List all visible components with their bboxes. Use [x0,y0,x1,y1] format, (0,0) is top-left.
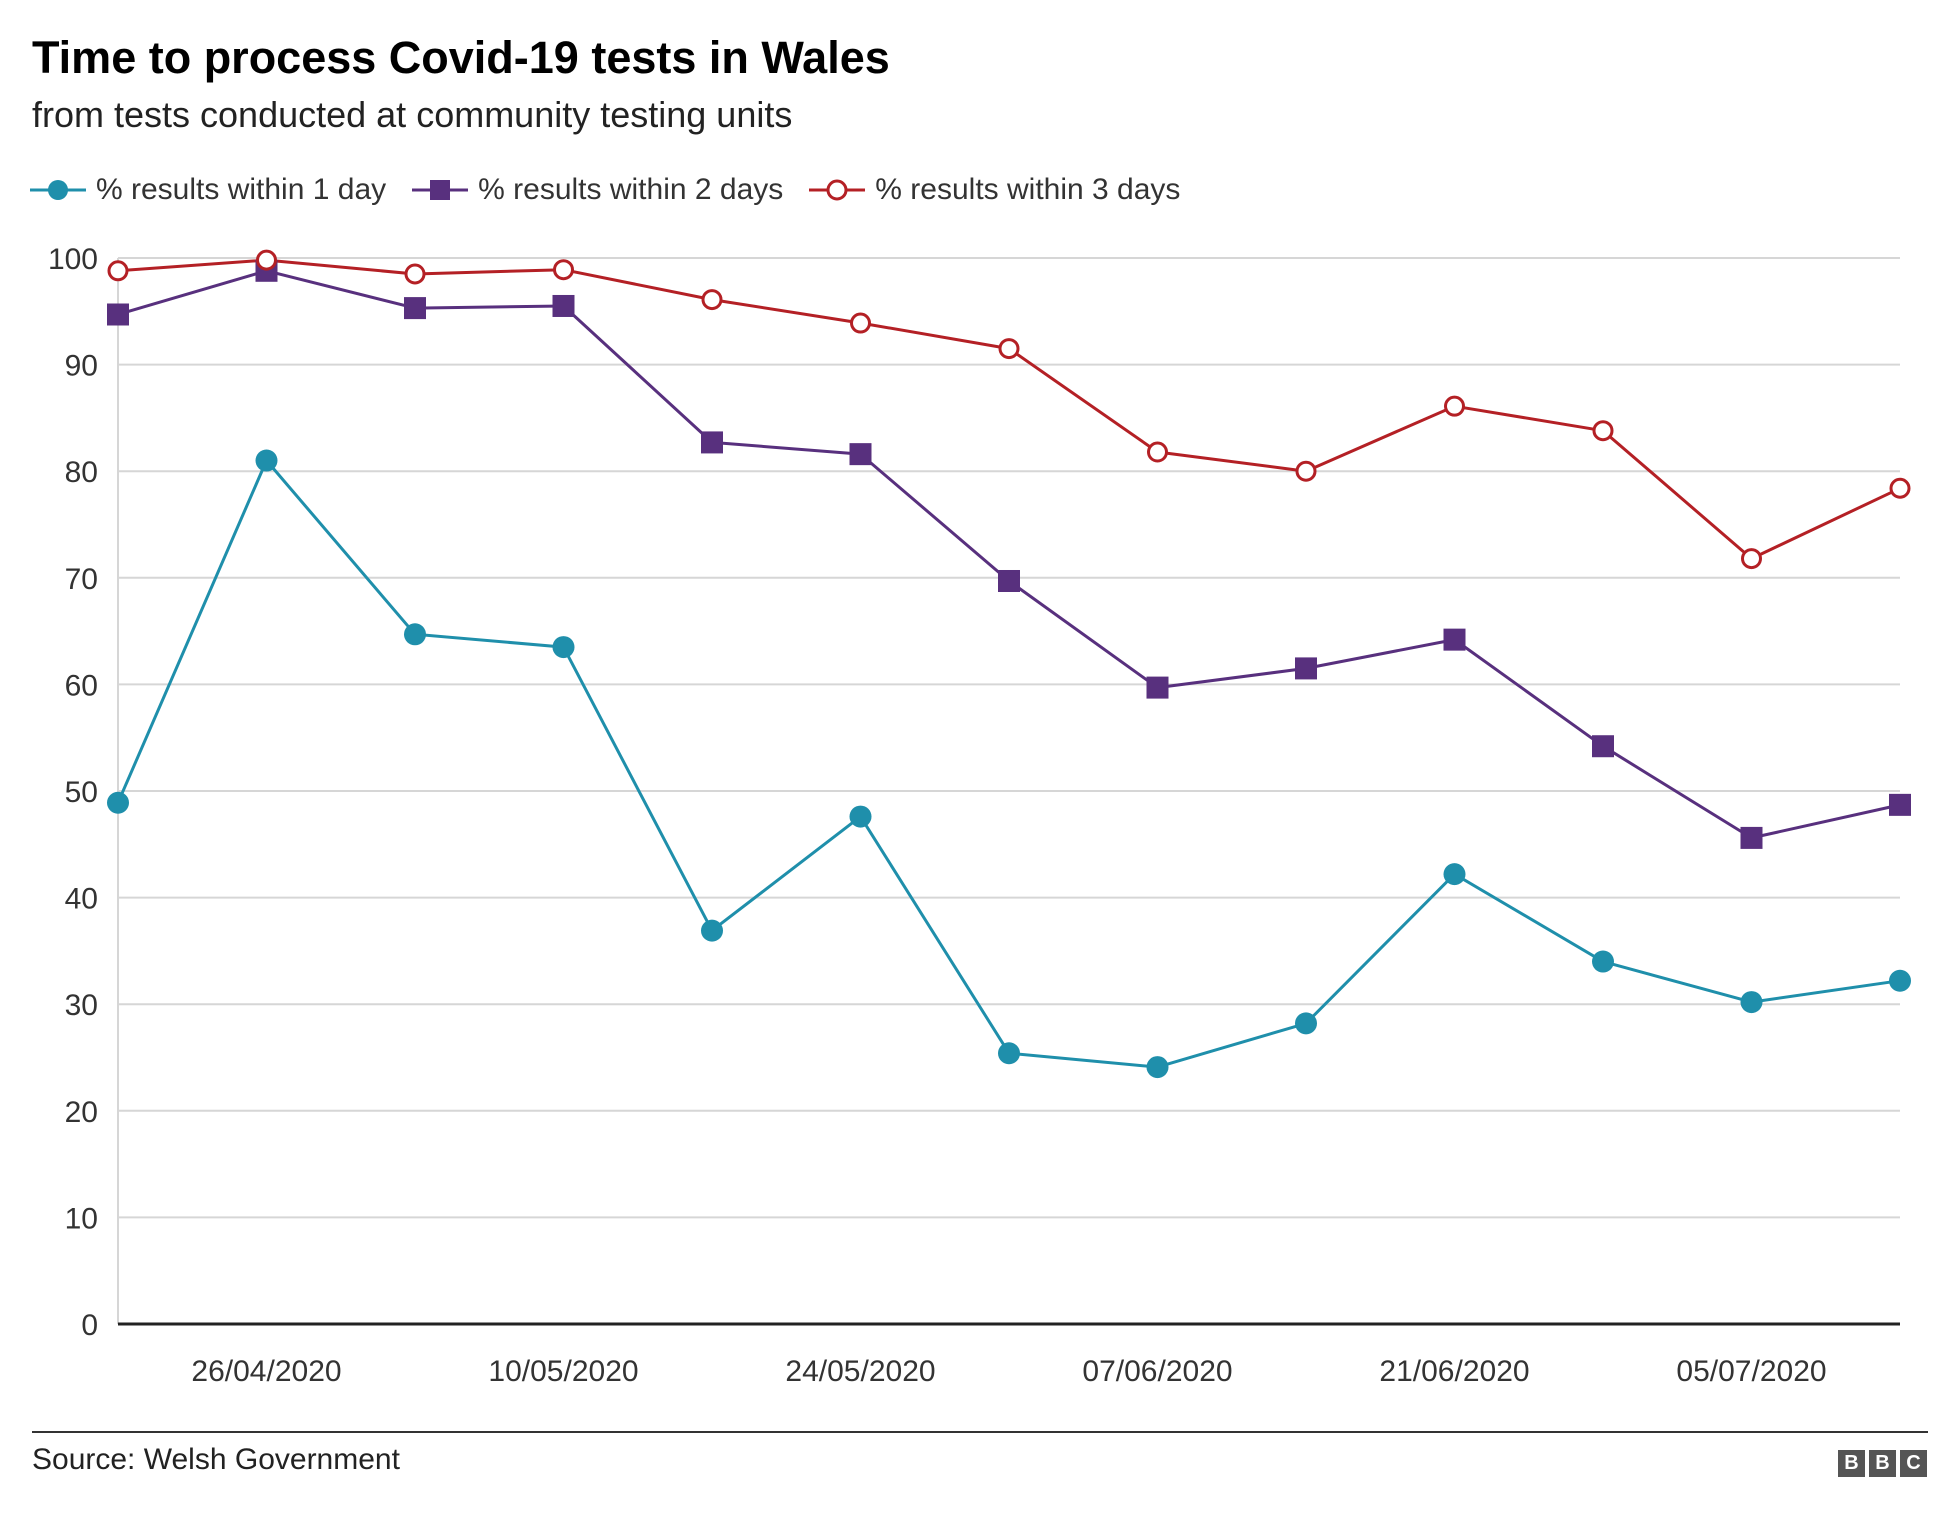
data-point-series-3 [1147,441,1168,463]
data-point-series-3 [1295,460,1317,482]
legend-label-series-2: % results within 2 days [478,173,784,206]
y-tick-label: 20 [65,1096,98,1129]
data-point-series-1 [701,919,723,942]
data-point-series-2 [1740,826,1763,849]
data-point-series-2 [1295,657,1317,680]
data-point-series-3 [404,263,426,285]
x-tick-label: 05/07/2020 [1676,1355,1826,1388]
data-point-series-1 [998,1042,1020,1065]
y-tick-label: 30 [65,989,98,1022]
x-tick-label: 07/06/2020 [1082,1355,1232,1388]
data-point-series-3 [1592,420,1614,442]
footer-divider [32,1431,1928,1433]
chart-title: Time to process Covid-19 tests in Wales [32,32,890,83]
data-point-series-2 [1889,793,1911,816]
bbc-logo-letter: C [1900,1450,1927,1477]
y-tick-label: 0 [81,1309,98,1342]
bbc-logo: B B C [1838,1450,1927,1477]
legend-marker-filled-square-icon [412,180,469,200]
data-point-series-3 [553,259,574,281]
data-point-series-2 [404,297,426,320]
data-point-series-2 [849,443,872,466]
data-point-series-2 [1592,735,1614,758]
data-point-series-3 [998,338,1020,360]
x-tick-label: 26/04/2020 [191,1355,341,1388]
y-tick-label: 70 [65,563,98,596]
bbc-logo-letter: B [1838,1450,1865,1477]
data-point-series-1 [849,805,872,828]
data-point-series-2 [1443,628,1466,651]
x-tick-label: 24/05/2020 [785,1355,935,1388]
data-point-series-1 [1889,969,1911,992]
data-point-series-1 [1146,1056,1169,1079]
data-point-series-3 [1889,477,1911,499]
legend-item-series-2[interactable]: % results within 2 days [412,173,783,207]
source-note: Source: Welsh Government [32,1443,400,1476]
data-point-series-2 [107,303,129,326]
data-point-series-3 [256,249,277,271]
y-tick-label: 10 [65,1202,98,1235]
x-tick-label: 21/06/2020 [1379,1355,1529,1388]
data-point-series-1 [255,449,278,472]
data-point-series-2 [998,569,1020,592]
legend-item-series-1[interactable]: % results within 1 day [30,173,386,207]
y-tick-label: 80 [65,456,98,489]
data-point-series-3 [1444,395,1465,417]
y-tick-label: 90 [65,350,98,383]
data-point-series-3 [701,289,723,311]
bbc-logo-letter: B [1869,1450,1896,1477]
data-point-series-1 [1443,863,1466,886]
legend-label-series-1: % results within 1 day [96,173,387,206]
data-point-series-3 [850,312,871,334]
data-point-series-1 [1295,1012,1317,1035]
legend-marker-filled-circle-icon [30,180,86,200]
data-point-series-1 [107,791,129,814]
data-point-series-2 [552,294,575,317]
legend-label-series-3: % results within 3 days [875,173,1181,206]
y-tick-label: 40 [65,883,98,916]
data-point-series-1 [1740,991,1763,1014]
series-line-3 [117,258,1901,561]
data-point-series-1 [404,623,426,646]
chart-subtitle: from tests conducted at community testin… [32,94,793,135]
legend-marker-hollow-circle-icon [809,179,866,201]
data-point-series-3 [107,260,129,282]
y-tick-label: 100 [48,243,98,276]
x-tick-label: 10/05/2020 [488,1355,638,1388]
data-point-series-1 [1592,950,1614,973]
data-point-series-2 [1146,676,1169,699]
legend-item-series-3[interactable]: % results within 3 days [809,173,1180,207]
y-tick-label: 50 [65,776,98,809]
data-point-series-2 [701,431,723,454]
data-point-series-3 [1741,548,1762,570]
y-tick-label: 60 [65,669,98,702]
chart-legend: % results within 1 day % results within … [30,168,1206,212]
data-point-series-1 [552,636,575,659]
